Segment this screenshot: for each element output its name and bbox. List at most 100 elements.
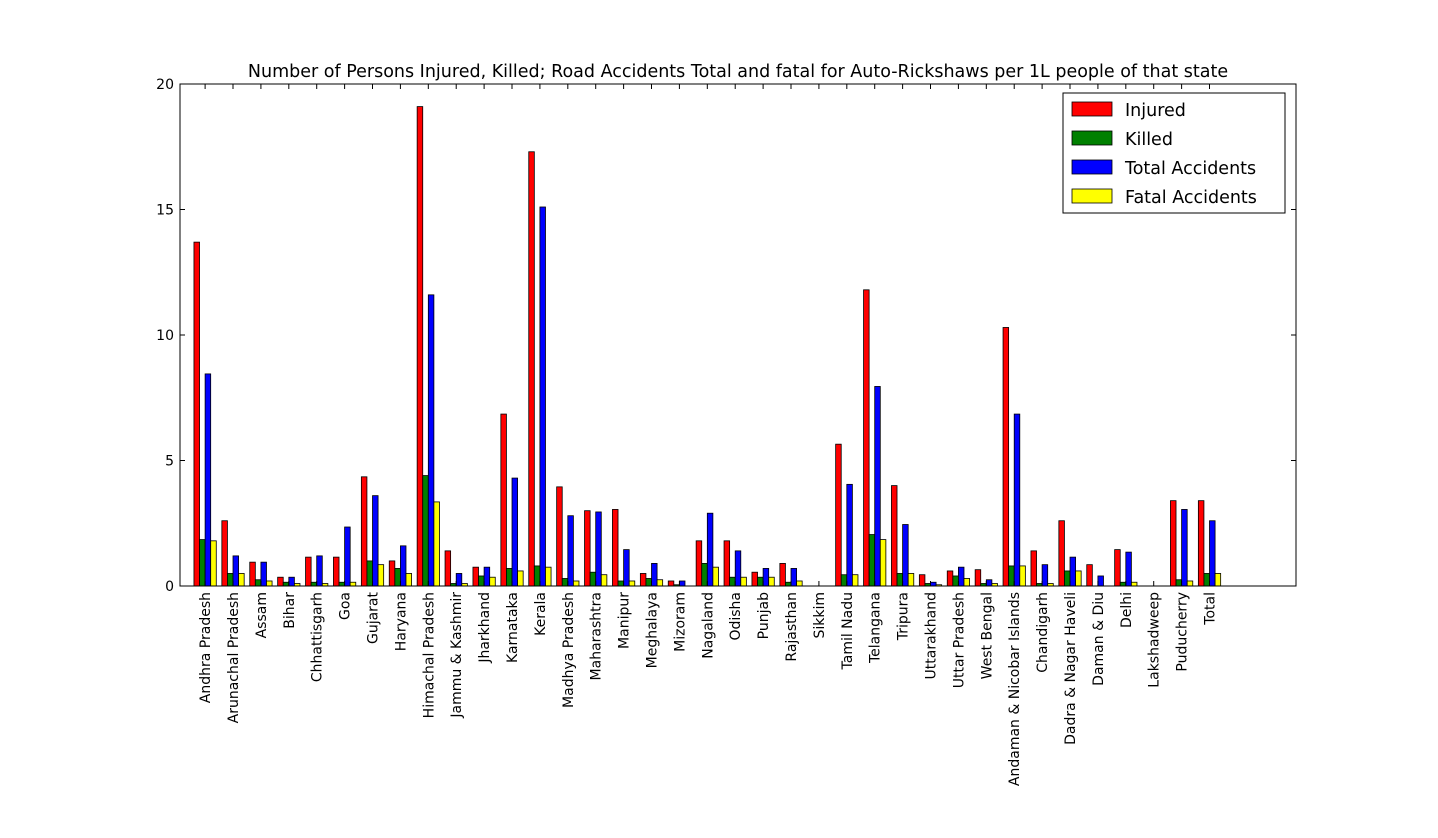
bar-killed-10	[478, 575, 485, 587]
bar-killed-7	[394, 568, 401, 587]
bar-total-accidents-11	[511, 477, 518, 587]
bar-killed-36	[1203, 573, 1210, 587]
bar-fatal-accidents-35	[1186, 580, 1194, 587]
bar-fatal-accidents-20	[768, 576, 775, 587]
x-tick-label: Arunachal Pradesh	[226, 592, 242, 723]
bar-total-accidents-13	[567, 515, 574, 587]
bar-fatal-accidents-15	[628, 580, 636, 587]
bar-injured-33	[1114, 549, 1121, 587]
y-tick-label: 5	[165, 454, 174, 470]
bar-injured-20	[751, 571, 758, 587]
bar-injured-18	[695, 540, 703, 587]
bar-total-accidents-30	[1041, 564, 1049, 587]
legend-swatch	[1071, 188, 1113, 204]
bar-killed-14	[589, 571, 597, 587]
bar-fatal-accidents-7	[405, 573, 412, 587]
bar-total-accidents-4	[316, 555, 323, 587]
bar-fatal-accidents-0	[210, 540, 217, 587]
x-tick-label: Jammu & Kashmir	[449, 592, 465, 719]
bar-killed-23	[840, 574, 848, 587]
x-tick-label: Karnataka	[505, 592, 521, 663]
legend-label: Total Accidents	[1124, 159, 1256, 179]
bar-killed-2	[254, 579, 262, 587]
bar-fatal-accidents-27	[963, 578, 970, 587]
x-tick-label: Mizoram	[672, 592, 688, 652]
bar-killed-25	[896, 573, 904, 587]
bar-killed-18	[701, 563, 708, 587]
x-tick-label: Goa	[338, 592, 354, 620]
x-tick-label: Rajasthan	[784, 592, 800, 662]
x-tick-label: Madhya Pradesh	[561, 592, 577, 708]
bar-fatal-accidents-2	[266, 580, 273, 587]
bar-total-accidents-9	[455, 573, 463, 587]
x-tick-label: Himachal Pradesh	[421, 592, 437, 718]
y-tick-label: 20	[156, 77, 174, 93]
legend-label: Fatal Accidents	[1125, 188, 1257, 208]
legend-swatch	[1071, 101, 1113, 117]
x-tick-label: Kerala	[533, 592, 549, 636]
bar-fatal-accidents-24	[879, 539, 887, 587]
x-tick-label: Nagaland	[700, 592, 716, 659]
bar-total-accidents-27	[958, 566, 965, 587]
bar-fatal-accidents-6	[377, 564, 385, 587]
bar-injured-17	[667, 580, 675, 587]
x-tick-label: Chhattisgarh	[310, 592, 326, 682]
x-tick-label: Odisha	[728, 592, 744, 641]
x-tick-label: Gujarat	[366, 591, 382, 644]
bar-killed-4	[310, 581, 318, 587]
bar-killed-11	[506, 568, 513, 587]
bar-fatal-accidents-23	[851, 574, 859, 587]
x-tick-label: Andhra Pradesh	[198, 592, 214, 703]
bar-total-accidents-12	[539, 206, 546, 587]
legend-label: Injured	[1125, 101, 1186, 121]
x-tick-label: Tripura	[896, 592, 912, 641]
x-tick-label: Delhi	[1119, 592, 1135, 628]
bar-total-accidents-10	[483, 566, 491, 587]
x-tick-label: Bihar	[282, 592, 298, 629]
bar-total-accidents-25	[902, 524, 909, 587]
bar-injured-19	[723, 540, 731, 587]
bar-killed-1	[227, 573, 234, 587]
bar-killed-16	[645, 578, 652, 587]
bar-fatal-accidents-16	[656, 579, 664, 587]
bar-injured-29	[1002, 327, 1010, 587]
bar-total-accidents-23	[846, 483, 853, 587]
x-tick-label: Dadra & Nagar Haveli	[1063, 592, 1079, 745]
bar-killed-21	[785, 581, 792, 587]
bar-total-accidents-32	[1097, 575, 1104, 587]
bar-killed-35	[1175, 579, 1183, 587]
bar-total-accidents-6	[372, 495, 379, 587]
bar-killed-5	[338, 581, 346, 587]
bar-injured-15	[612, 509, 619, 587]
bar-total-accidents-33	[1125, 551, 1132, 587]
bar-fatal-accidents-1	[238, 573, 245, 587]
bar-total-accidents-20	[762, 568, 770, 587]
x-tick-label: Haryana	[393, 592, 409, 651]
bar-injured-36	[1197, 500, 1205, 587]
chart-title: Number of Persons Injured, Killed; Road …	[248, 62, 1228, 82]
y-tick-label: 15	[156, 203, 174, 219]
bar-injured-10	[472, 566, 479, 587]
x-tick-label: Chandigarh	[1035, 592, 1051, 673]
bar-killed-19	[729, 576, 736, 587]
bar-injured-12	[528, 151, 535, 587]
bar-total-accidents-1	[232, 555, 239, 587]
bar-injured-24	[863, 289, 870, 587]
bar-killed-27	[952, 575, 959, 587]
bar-total-accidents-7	[400, 545, 407, 587]
bar-injured-16	[639, 573, 647, 587]
x-tick-label: Total	[1203, 592, 1219, 626]
bar-killed-3	[282, 581, 290, 587]
bar-total-accidents-26	[930, 581, 937, 587]
bar-fatal-accidents-21	[796, 580, 803, 587]
bar-total-accidents-24	[874, 386, 881, 587]
bar-total-accidents-21	[790, 568, 797, 587]
bar-total-accidents-28	[985, 579, 993, 587]
bar-total-accidents-35	[1181, 509, 1188, 587]
bar-injured-9	[444, 550, 452, 587]
bar-injured-27	[946, 570, 954, 587]
bar-injured-30	[1030, 550, 1037, 587]
bar-killed-13	[561, 578, 569, 587]
bar-fatal-accidents-36	[1214, 573, 1222, 587]
